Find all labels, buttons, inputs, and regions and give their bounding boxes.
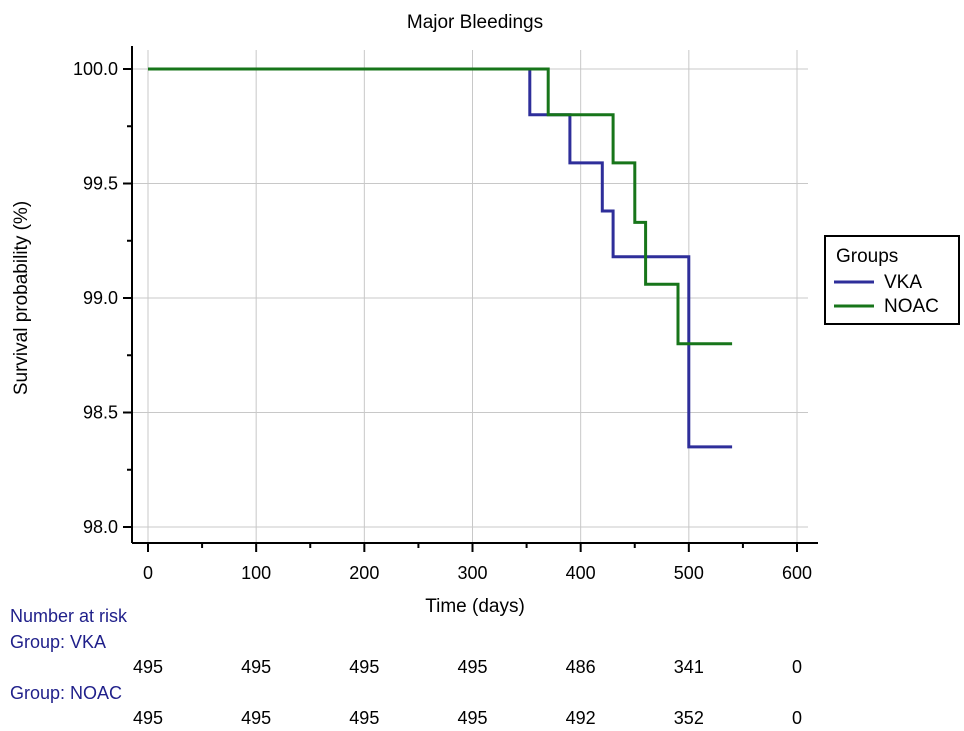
- risk-value: 495: [349, 708, 379, 728]
- legend-box: [824, 235, 960, 325]
- y-tick-label: 100.0: [73, 59, 118, 79]
- x-tick-label: 200: [349, 563, 379, 583]
- y-tick-label: 99.0: [83, 288, 118, 308]
- risk-group-label-noac: Group: NOAC: [10, 683, 122, 703]
- legend-label-vka: VKA: [884, 272, 922, 293]
- legend-title: Groups: [836, 246, 898, 267]
- risk-group-label-vka: Group: VKA: [10, 632, 106, 652]
- y-tick-label: 99.5: [83, 174, 118, 194]
- risk-value: 495: [349, 657, 379, 677]
- risk-value: 495: [457, 708, 487, 728]
- legend: Groups VKA NOAC: [824, 235, 960, 325]
- series-line-noac: [148, 67, 733, 346]
- risk-row-noac: 495 495 495 495 492 352 0: [133, 708, 802, 728]
- chart-title: Major Bleedings: [407, 12, 543, 33]
- risk-table: Number at risk Group: VKA 495 495 495 495 48…: [10, 606, 802, 728]
- x-tick-label: 400: [566, 563, 596, 583]
- series-layer: [148, 67, 733, 449]
- risk-value: 352: [674, 708, 704, 728]
- y-tick-label: 98.0: [83, 517, 118, 537]
- risk-value: 495: [133, 708, 163, 728]
- risk-value: 495: [133, 657, 163, 677]
- y-tick-label: 98.5: [83, 403, 118, 423]
- risk-value: 495: [241, 708, 271, 728]
- risk-row-vka: 495 495 495 495 486 341 0: [133, 657, 802, 677]
- risk-value: 495: [241, 657, 271, 677]
- x-tick-label: 300: [457, 563, 487, 583]
- risk-value: 486: [566, 657, 596, 677]
- y-axis-label: Survival probability (%): [11, 201, 32, 395]
- x-axis-label: Time (days): [425, 596, 525, 617]
- x-tick-label: 600: [782, 563, 812, 583]
- risk-table-title: Number at risk: [10, 606, 128, 626]
- legend-label-noac: NOAC: [884, 296, 939, 317]
- x-tick-label: 0: [143, 563, 153, 583]
- risk-value: 0: [792, 708, 802, 728]
- risk-value: 341: [674, 657, 704, 677]
- risk-value: 492: [566, 708, 596, 728]
- risk-value: 495: [457, 657, 487, 677]
- series-line-vka: [148, 67, 733, 449]
- x-tick-label: 500: [674, 563, 704, 583]
- x-tick-label: 100: [241, 563, 271, 583]
- axes: 98.0 98.5 99.0 99.5 100.0 0 100 200 300 400 500 600: [73, 46, 818, 583]
- grid: [132, 50, 808, 543]
- risk-value: 0: [792, 657, 802, 677]
